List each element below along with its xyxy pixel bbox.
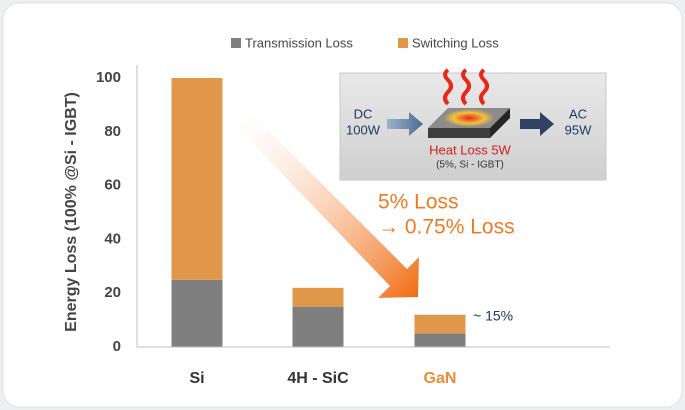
hot-spot bbox=[443, 109, 495, 127]
heat-wave bbox=[461, 68, 471, 106]
in-arrow bbox=[387, 112, 423, 136]
inset-text: (5%, Si - IGBT) bbox=[436, 160, 504, 171]
x-tick-label: 4H - SiC bbox=[287, 370, 349, 387]
y-tick-label: 0 bbox=[113, 338, 121, 355]
inset-text: 100W bbox=[346, 122, 381, 137]
trend-arrow bbox=[238, 114, 419, 298]
legend-swatch bbox=[231, 38, 241, 48]
annotation: 5% Loss bbox=[378, 191, 459, 214]
y-tick-label: 100 bbox=[96, 69, 121, 86]
x-tick-label: Si bbox=[189, 370, 204, 387]
bar-segment bbox=[171, 279, 223, 347]
bar-segment bbox=[171, 78, 223, 280]
y-tick-label: 20 bbox=[104, 284, 121, 301]
bar-segment bbox=[414, 314, 466, 334]
inset-text: 95W bbox=[565, 122, 592, 137]
y-tick-label: 80 bbox=[104, 123, 121, 140]
inset-text: DC bbox=[354, 106, 373, 121]
heat-wave bbox=[443, 68, 453, 106]
legend-swatch bbox=[398, 38, 408, 48]
y-tick-label: 40 bbox=[104, 230, 121, 247]
inset: DC 100W AC 95W Heat Loss 5W (5%, Si - IG… bbox=[339, 68, 607, 181]
y-axis-label: Energy Loss (100% @Si - IGBT) bbox=[63, 92, 80, 332]
chip-side bbox=[490, 108, 510, 138]
bar-segment bbox=[292, 306, 344, 347]
annotation: → 0.75% Loss bbox=[378, 216, 515, 239]
chip-front bbox=[428, 128, 490, 138]
y-tick-label: 60 bbox=[104, 177, 121, 194]
out-arrow bbox=[520, 112, 554, 136]
x-tick-label: GaN bbox=[424, 370, 457, 387]
legend-label: Switching Loss bbox=[412, 35, 499, 50]
legend-label: Transmission Loss bbox=[245, 35, 353, 50]
annotation: ~ 15% bbox=[473, 308, 513, 324]
inset-text: AC bbox=[569, 106, 587, 121]
heat-wave bbox=[479, 68, 489, 106]
bar-segment bbox=[292, 287, 344, 307]
bar-segment bbox=[414, 333, 466, 347]
inset-text: Heat Loss 5W bbox=[429, 142, 511, 157]
